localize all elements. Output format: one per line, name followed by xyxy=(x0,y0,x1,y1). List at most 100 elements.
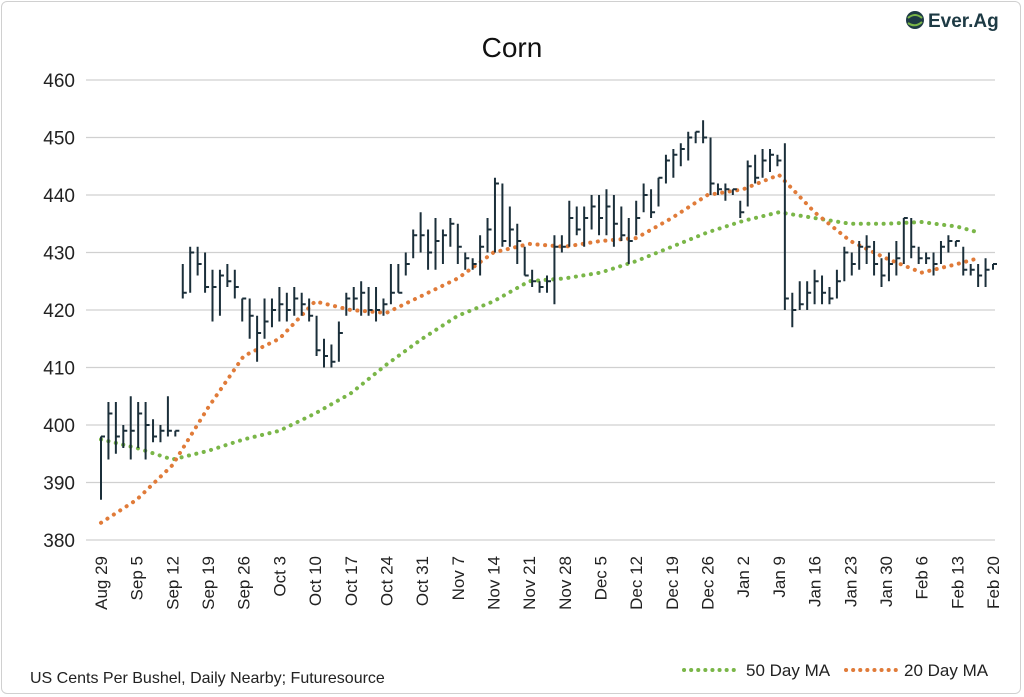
price-bar xyxy=(954,240,960,247)
price-bar xyxy=(910,218,916,259)
price-bar xyxy=(895,241,901,276)
y-tick-label: 430 xyxy=(43,244,75,265)
price-bar xyxy=(345,292,351,316)
price-bar xyxy=(479,235,485,276)
chart-title: Corn xyxy=(482,32,543,63)
logo-text: Ever.Ag xyxy=(928,11,999,32)
x-tick-label: Sep 19 xyxy=(199,556,218,610)
price-bar xyxy=(865,235,871,264)
price-bar xyxy=(189,246,195,293)
x-tick-label: Jan 16 xyxy=(806,556,825,607)
x-tick-label: Sep 12 xyxy=(163,556,182,610)
price-bar xyxy=(724,183,730,201)
price-bar xyxy=(538,281,544,293)
price-bar xyxy=(352,287,358,310)
price-bar xyxy=(702,120,708,144)
price-bar xyxy=(516,223,522,264)
price-bar xyxy=(389,264,395,305)
price-bar xyxy=(531,269,537,287)
price-bar xyxy=(769,149,774,172)
footnote: US Cents Per Bushel, Daily Nearby; Futur… xyxy=(30,670,385,687)
price-bar xyxy=(821,275,827,305)
price-bar xyxy=(598,195,604,236)
x-tick-label: Nov 28 xyxy=(556,556,575,610)
price-bar xyxy=(218,269,224,316)
price-bar xyxy=(285,292,291,322)
price-bar xyxy=(754,154,760,184)
price-bar xyxy=(100,435,105,500)
price-bar xyxy=(984,258,990,287)
x-tick-label: Oct 31 xyxy=(413,556,432,606)
price-bar xyxy=(650,189,656,218)
x-tick-label: Sep 5 xyxy=(128,556,147,600)
x-tick-label: Dec 19 xyxy=(663,556,682,610)
price-bar xyxy=(776,154,782,167)
y-tick-label: 440 xyxy=(43,186,75,207)
price-bar xyxy=(233,269,239,299)
price-bar xyxy=(122,425,128,448)
y-tick-label: 390 xyxy=(43,474,75,495)
price-bar xyxy=(308,298,314,322)
price-bar xyxy=(590,195,596,230)
price-bar xyxy=(739,200,745,218)
x-tick-label: Aug 29 xyxy=(92,556,111,610)
x-tick-label: Jan 2 xyxy=(734,556,753,598)
price-bar xyxy=(657,176,663,207)
x-tick-label: Oct 17 xyxy=(342,556,361,606)
price-bar xyxy=(709,137,715,195)
price-bar xyxy=(397,264,403,294)
x-tick-label: Nov 21 xyxy=(520,556,539,610)
price-bar xyxy=(560,235,566,253)
price-bar xyxy=(367,287,373,316)
y-tick-label: 410 xyxy=(43,359,75,380)
price-bar xyxy=(635,200,641,236)
x-tick-label: Feb 13 xyxy=(948,556,967,609)
price-bar xyxy=(434,218,440,270)
price-bar xyxy=(612,195,618,247)
price-bar xyxy=(992,263,997,270)
price-bar xyxy=(977,264,983,287)
price-bar xyxy=(575,206,581,236)
y-tick-label: 420 xyxy=(43,301,75,322)
x-tick-label: Sep 26 xyxy=(235,556,254,610)
x-tick-label: Jan 30 xyxy=(877,556,896,607)
price-bar xyxy=(375,287,381,322)
price-bar xyxy=(129,396,135,460)
price-bar xyxy=(159,425,165,443)
x-tick-label: Feb 20 xyxy=(984,556,1003,609)
price-bar xyxy=(323,338,328,368)
y-tick-label: 460 xyxy=(43,71,75,92)
price-bar xyxy=(553,235,559,305)
price-bar xyxy=(449,218,455,247)
price-bar xyxy=(850,252,856,276)
ever-ag-logo: Ever.Ag xyxy=(906,11,999,32)
price-bar xyxy=(204,252,210,293)
price-bar xyxy=(731,188,737,195)
price-bar xyxy=(144,402,150,460)
price-bar xyxy=(858,241,864,270)
price-bar xyxy=(493,177,499,253)
price-bar xyxy=(546,275,551,293)
legend-label-20-day-ma: 20 Day MA xyxy=(904,661,989,680)
price-bar xyxy=(241,297,247,322)
price-bar xyxy=(798,281,804,310)
price-bar xyxy=(300,292,306,316)
price-bar xyxy=(791,292,797,328)
price-bar xyxy=(902,217,908,264)
x-tick-label: Oct 10 xyxy=(306,556,325,606)
price-bar xyxy=(456,223,462,264)
x-tick-label: Jan 23 xyxy=(841,556,860,607)
price-bar xyxy=(873,241,879,276)
price-bar xyxy=(835,269,841,299)
price-bar xyxy=(270,298,276,328)
price-bar xyxy=(620,206,626,241)
price-bar xyxy=(880,258,886,287)
price-bar xyxy=(501,183,507,247)
price-bar xyxy=(605,189,611,236)
price-bar xyxy=(211,269,217,322)
x-tick-label: Nov 7 xyxy=(449,556,468,600)
price-bar xyxy=(293,287,299,316)
price-bar xyxy=(419,212,425,253)
price-bar xyxy=(962,246,968,276)
